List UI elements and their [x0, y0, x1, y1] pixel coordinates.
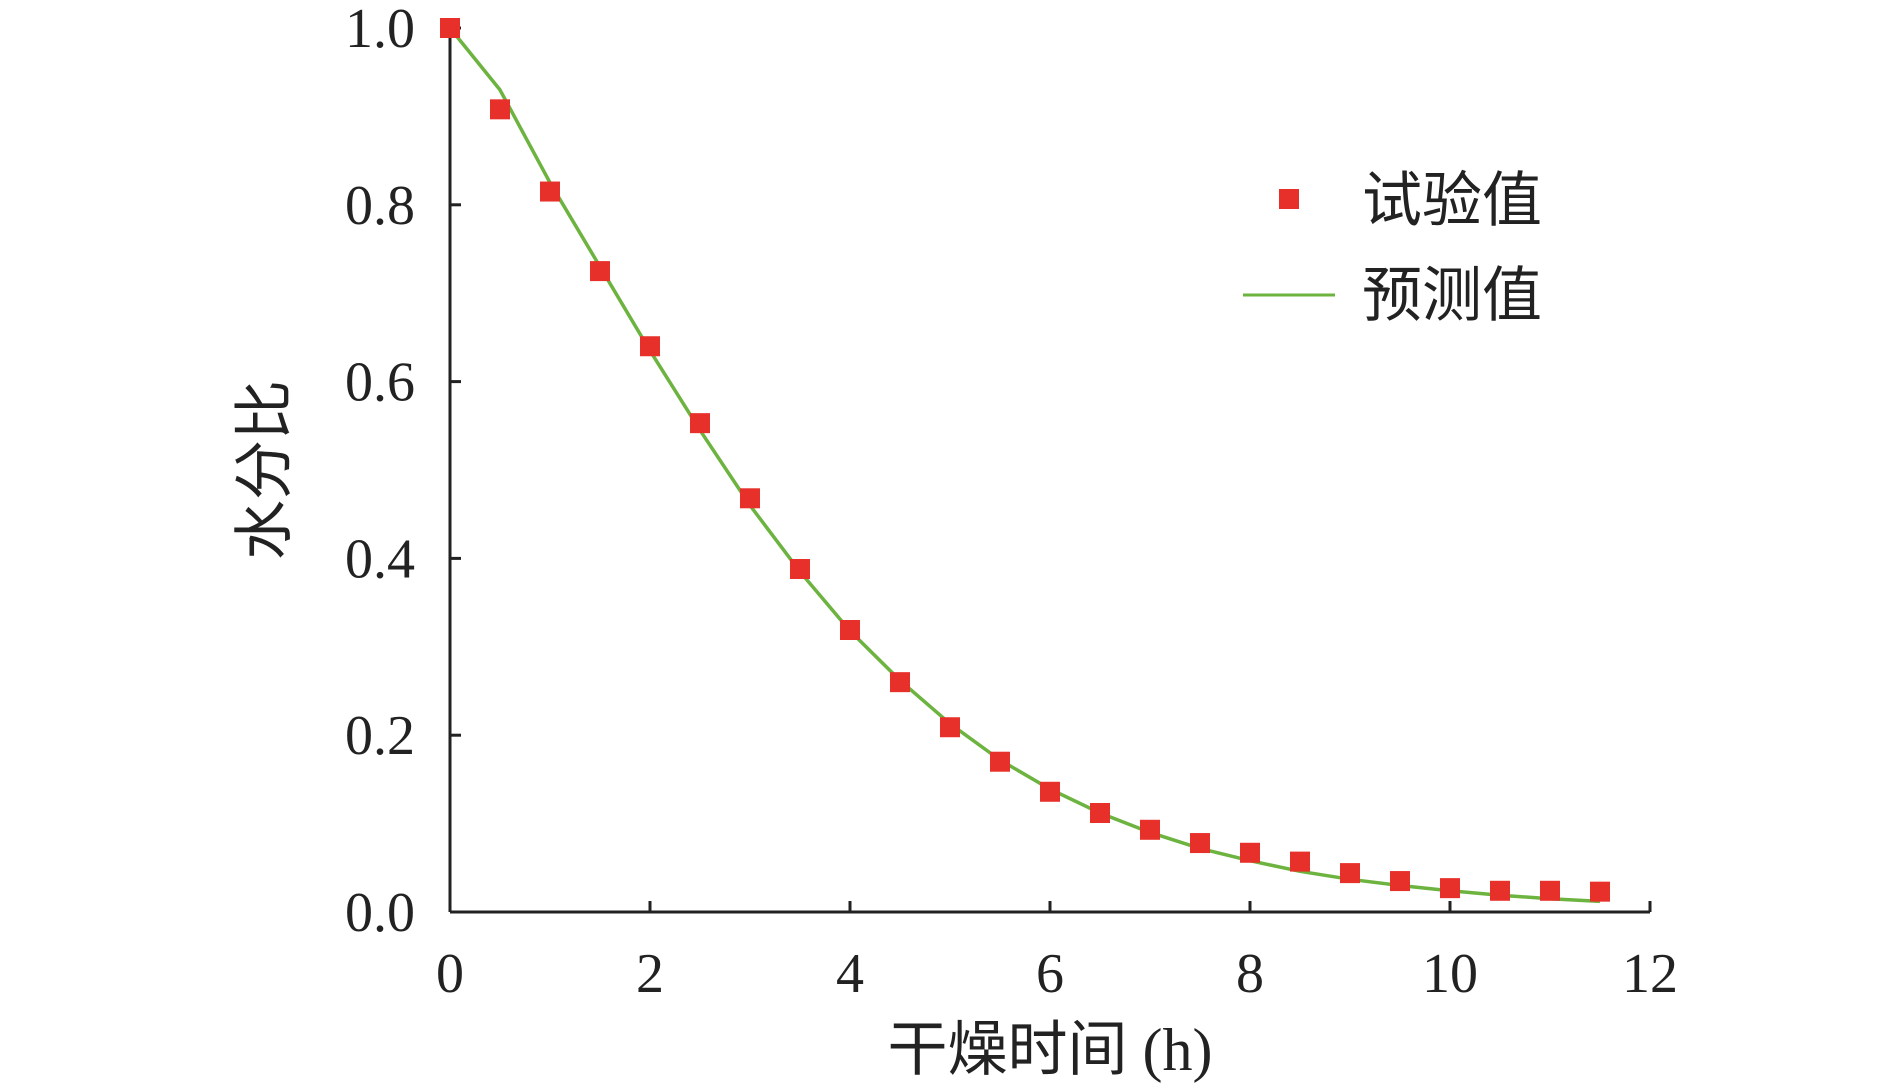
experimental-point	[540, 181, 560, 202]
y-axis-title: 水分比	[232, 380, 298, 560]
x-tick-label: 0	[436, 943, 464, 1005]
experimental-point	[1290, 851, 1310, 872]
experimental-point	[1090, 802, 1110, 823]
y-tick-label: 0.0	[345, 882, 415, 944]
experimental-point	[990, 751, 1010, 772]
x-tick-label: 8	[1236, 943, 1264, 1005]
y-tick-label: 1.0	[345, 0, 415, 60]
x-tick-label: 2	[636, 943, 664, 1005]
experimental-point	[1140, 819, 1160, 840]
experimental-point	[1340, 863, 1360, 884]
predicted-line	[448, 26, 1601, 904]
experimental-series	[440, 18, 1610, 902]
experimental-point	[1490, 880, 1510, 901]
experimental-point	[1040, 781, 1060, 802]
experimental-point	[640, 336, 660, 357]
experimental-point	[1190, 833, 1210, 854]
y-tick-label: 0.6	[345, 352, 415, 414]
experimental-point	[740, 488, 760, 509]
predicted-series	[448, 26, 1601, 904]
x-tick-label: 12	[1622, 943, 1678, 1005]
y-tick-label: 0.8	[345, 175, 415, 237]
x-axis-title: 干燥时间 (h)	[888, 1017, 1213, 1083]
axes	[448, 28, 1650, 914]
experimental-point	[1240, 842, 1260, 863]
legend-label-experimental: 试验值	[1362, 168, 1542, 234]
experimental-point	[790, 559, 810, 580]
y-tick-label: 0.2	[345, 705, 415, 767]
experimental-point	[590, 261, 610, 282]
legend-marker-experimental	[1279, 189, 1299, 209]
experimental-point	[890, 672, 910, 693]
x-tick-label: 10	[1422, 943, 1478, 1005]
experimental-point	[940, 717, 960, 738]
experimental-point	[840, 620, 860, 641]
experimental-point	[1390, 871, 1410, 892]
experimental-point	[490, 99, 510, 120]
experimental-point	[1590, 881, 1610, 902]
axis-ticks: 0 2 4 6 8 10 12 0.0 0.2 0.4 0.6 0.8 1.0	[345, 0, 1678, 1005]
y-tick-label: 0.4	[345, 528, 415, 590]
experimental-point	[1440, 878, 1460, 899]
legend: 试验值 预测值	[1243, 168, 1542, 329]
experimental-point	[1540, 880, 1560, 901]
x-tick-label: 4	[836, 943, 864, 1005]
experimental-point	[690, 413, 710, 434]
experimental-point	[440, 18, 460, 38]
x-tick-label: 6	[1036, 943, 1064, 1005]
legend-label-predicted: 预测值	[1362, 263, 1542, 329]
